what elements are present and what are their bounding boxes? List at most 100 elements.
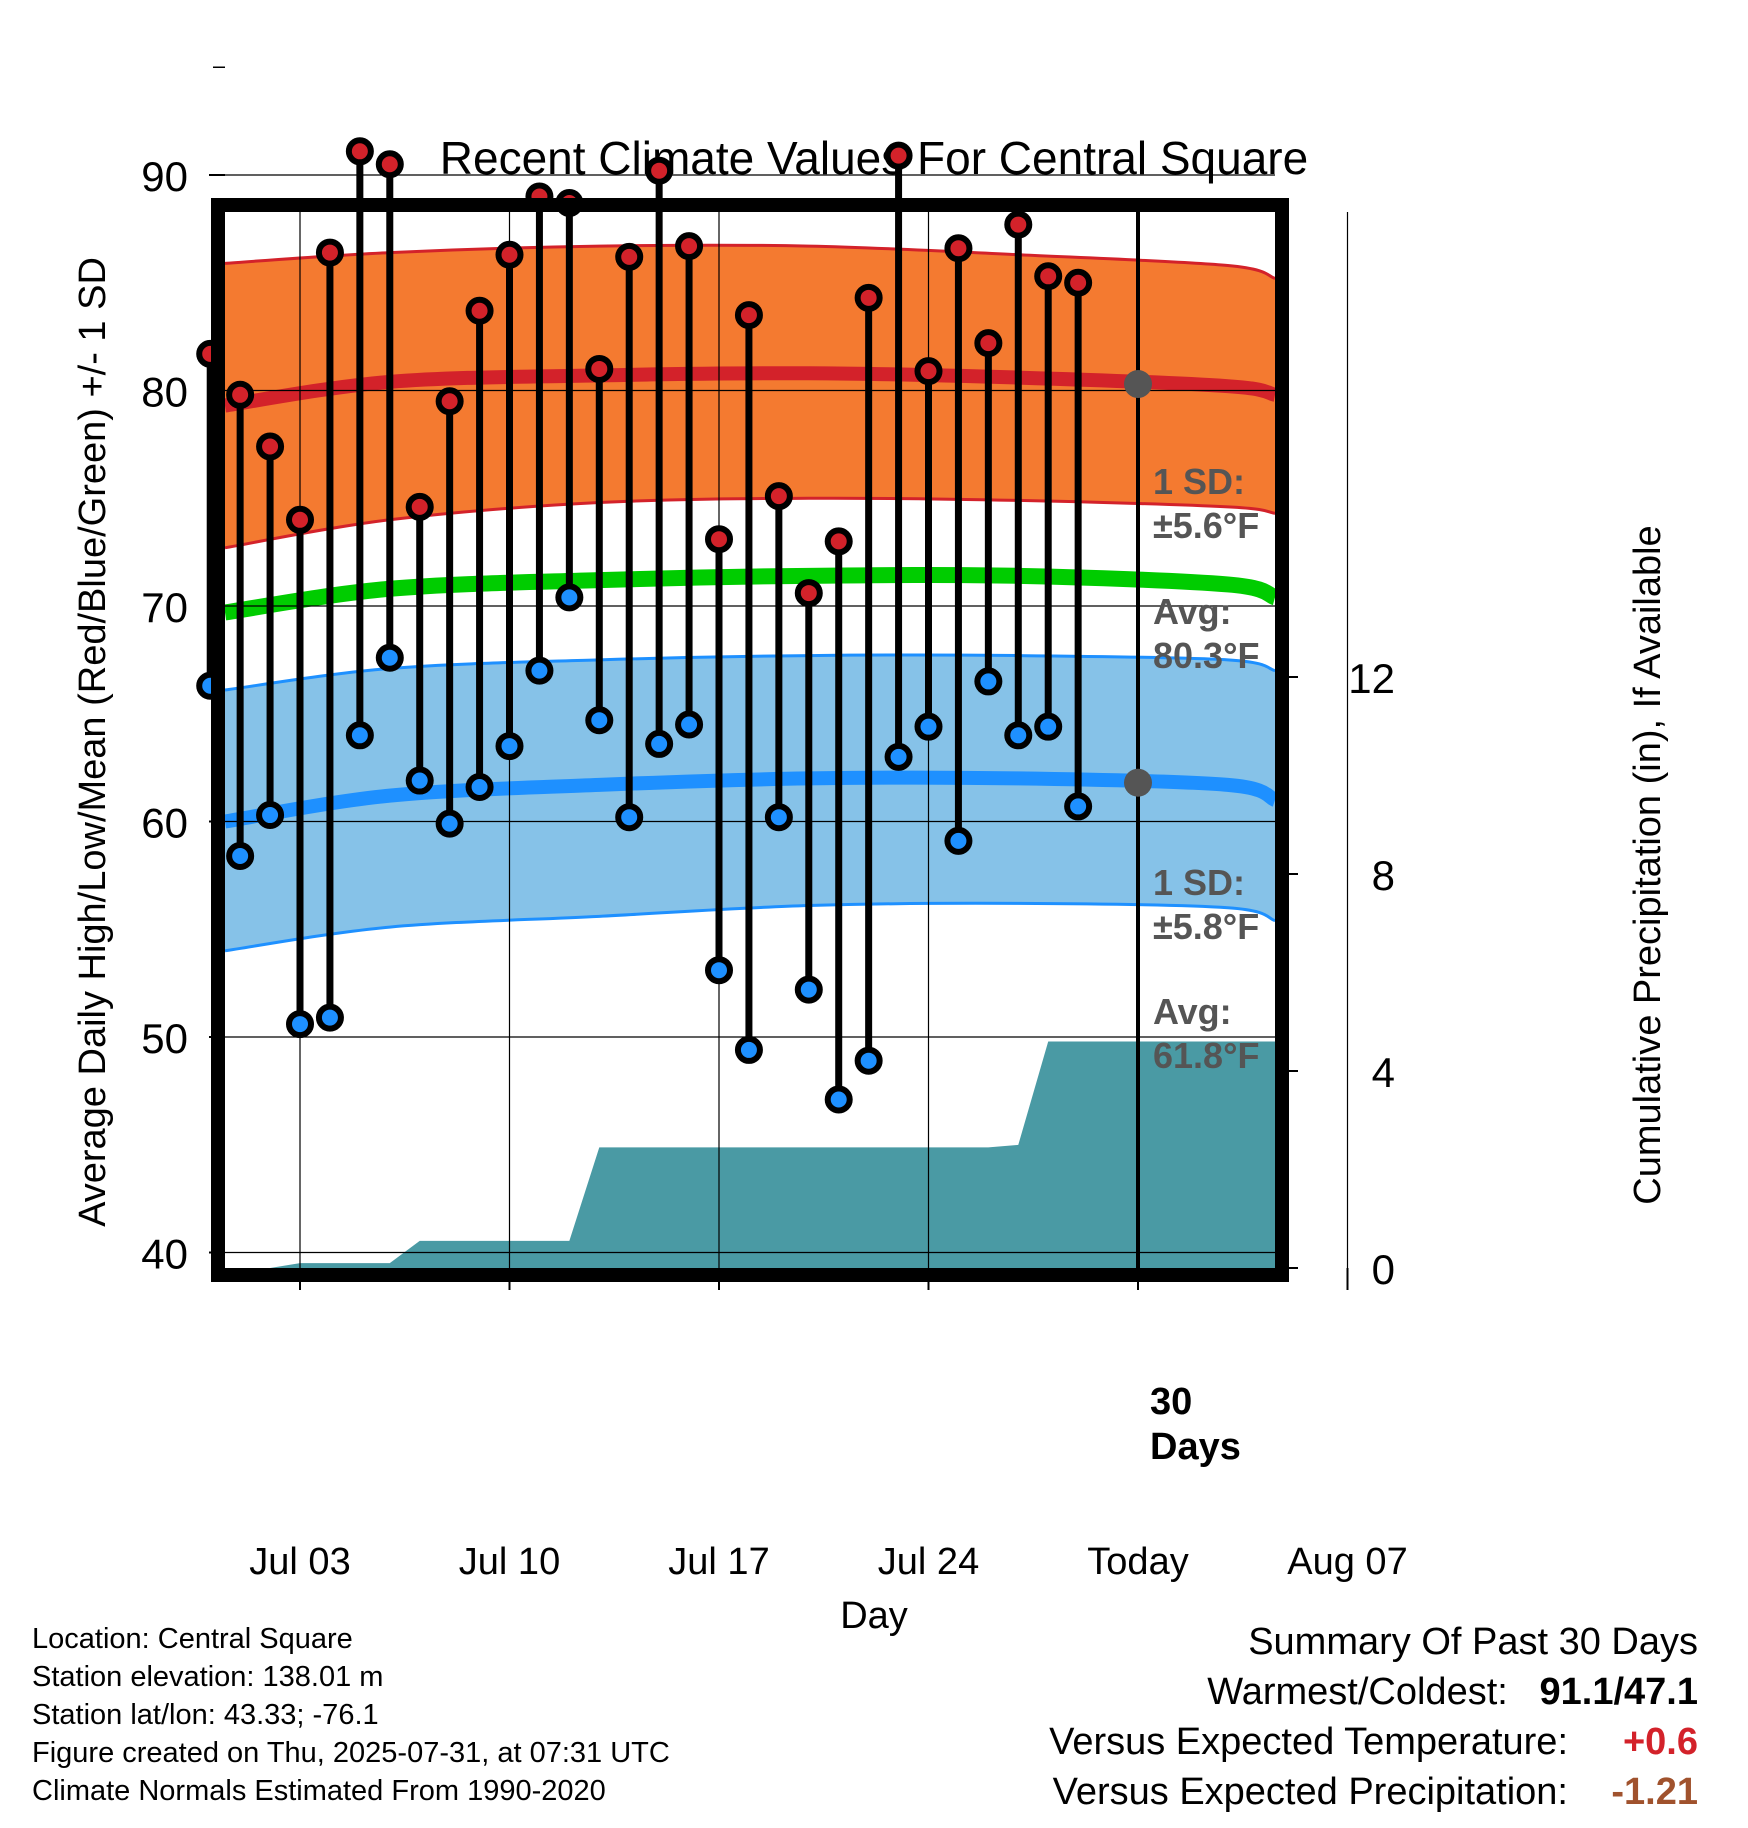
x-tick-label: Jul 10 [459,1541,560,1583]
daily-low-point [675,710,704,739]
daily-high-point [1034,262,1063,291]
daily-low-point [405,766,434,795]
warm-cold-label: Warmest/Coldest: [1207,1671,1508,1713]
y-right-tick-label: 4 [1372,1049,1395,1096]
daily-low-point [734,1035,763,1064]
daily-low-point [1064,792,1093,821]
today-high-avg-marker [1124,370,1152,399]
daily-high-point [884,141,913,170]
summary-title: Summary Of Past 30 Days [1248,1621,1698,1663]
daily-high-point [226,380,255,409]
daily-low-point [794,975,823,1004]
x-tick-label: Jul 17 [668,1541,769,1583]
created-text: Figure created on Thu, 2025-07-31, at 07… [32,1737,670,1769]
station-info: Location: Central Square Station elevati… [32,1620,670,1810]
daily-high-point [974,329,1003,358]
daily-high-point [854,283,883,312]
y-left-tick-label: 70 [141,584,188,631]
y-right-tick-label: 8 [1372,852,1395,899]
daily-low-point [465,773,494,802]
low-sd-annotation: ±5.8°F [1153,906,1259,947]
daily-high-point [585,354,614,383]
daily-high-point [345,137,374,166]
precip-value: -1.21 [1611,1771,1698,1813]
daily-low-point [495,732,524,761]
daily-high-point [615,242,644,271]
x-tick-label: Aug 07 [1287,1541,1407,1583]
x-tick-label: Today [1087,1541,1188,1583]
x-tick-label: Jul 03 [249,1541,350,1583]
daily-low-point [256,801,285,830]
latlon-text: Station lat/lon: 43.33; -76.1 [32,1699,379,1731]
daily-low-point [1034,712,1063,741]
x-tick-label: Jul 24 [878,1541,979,1583]
y-right-tick-label: 0 [1372,1246,1395,1293]
temp-label: Versus Expected Temperature: [1049,1721,1568,1763]
daily-high-point [495,240,524,269]
daily-low-point [645,729,674,758]
summary-warm-cold: Warmest/Coldest: 91.1/47.1 [1049,1667,1698,1717]
x-axis-label: Day [840,1595,908,1637]
y-left-tick-label: 60 [141,800,188,847]
daily-low-point [435,809,464,838]
daily-high-point [465,296,494,325]
daily-low-point [764,803,793,832]
y-left-tick-label: 90 [141,153,188,200]
daily-low-point [1004,721,1033,750]
high-sd-annotation: 1 SD: [1153,461,1245,502]
y-axis-right-label: Cumulative Precipitation (in), If Availa… [1627,525,1669,1204]
normals-text: Climate Normals Estimated From 1990-2020 [32,1775,606,1807]
daily-low-point [884,742,913,771]
summary-precip: Versus Expected Precipitation: -1.21 [1049,1767,1698,1817]
daily-low-point [974,667,1003,696]
daily-high-point [1064,268,1093,297]
precip-label: Versus Expected Precipitation: [1052,1771,1568,1813]
daily-high-point [764,482,793,511]
daily-low-point [375,643,404,672]
temp-value: +0.6 [1622,1721,1698,1763]
daily-low-point [585,706,614,735]
daily-high-point [405,492,434,521]
chart-title: Recent Climate Values For Central Square [440,132,1308,184]
normal-low-line [223,770,1279,829]
daily-high-point [315,238,344,267]
today-low-avg-marker [1124,768,1152,797]
daily-high-point [675,232,704,261]
daily-low-point [286,1010,314,1039]
summary-panel: Summary Of Past 30 Days Warmest/Coldest:… [1049,1617,1698,1817]
daily-high-point [256,432,285,461]
daily-low-point [854,1046,883,1075]
daily-low-point [824,1085,853,1114]
daily-high-point [705,525,733,554]
daily-low-point [615,803,644,832]
daily-low-point [226,841,255,870]
low-sd-annotation: 1 SD: [1153,862,1245,903]
high-sd-annotation: ±5.6°F [1153,505,1259,546]
precip-area [225,1041,1275,1268]
daily-high-point [1004,210,1033,239]
daily-low-point [525,656,554,685]
daily-high-point [794,579,823,608]
daily-high-point [286,505,314,534]
summary-temp: Versus Expected Temperature: +0.6 [1049,1717,1698,1767]
window-label: Days [1150,1426,1241,1468]
location-text: Location: Central Square [32,1623,353,1655]
elevation-text: Station elevation: 138.01 m [32,1661,384,1693]
daily-high-point [435,387,464,416]
y-axis-left-label: Average Daily High/Low/Mean (Red/Blue/Gr… [72,257,114,1227]
y-left-tick-label: 80 [141,369,188,416]
daily-low-point [315,1003,344,1032]
window-label: 30 [1150,1381,1192,1423]
daily-high-point [734,301,763,330]
high-avg-annotation: Avg: [1153,591,1232,632]
low-avg-annotation: Avg: [1153,991,1232,1032]
y-right-tick-label: 12 [1348,655,1395,702]
daily-high-point [645,156,674,185]
plot-frame [211,198,1289,1282]
daily-high-point [824,527,853,556]
daily-low-point [555,583,584,612]
warm-cold-value: 91.1/47.1 [1539,1671,1698,1713]
daily-high-point [375,150,404,179]
